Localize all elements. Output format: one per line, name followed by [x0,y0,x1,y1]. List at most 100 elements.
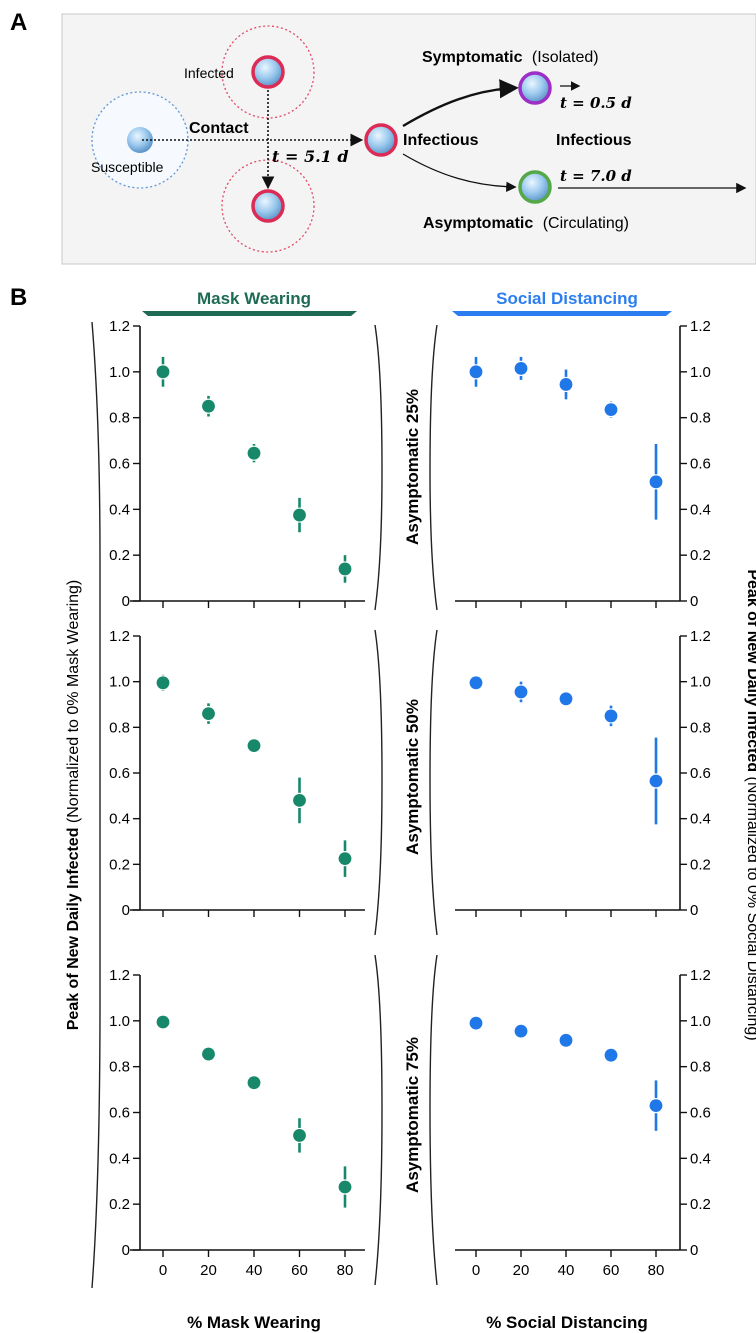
infectious-period-label: Infectious [556,132,632,149]
social-header-bar [452,311,672,316]
data-point [648,773,664,789]
row-label-50: Asymptomatic 50% [403,699,422,855]
data-point [337,851,353,867]
infected-ball-top [251,55,285,89]
data-point [603,708,619,724]
y-tick-label: 0.2 [690,856,711,873]
y-tick-label: 0.2 [109,547,130,564]
data-point [558,1032,574,1048]
y-tick-label: 0 [690,593,698,610]
y-tick-label: 1.0 [690,364,711,381]
symptomatic-arrow [402,79,519,128]
data-point [246,445,262,461]
data-point [468,364,484,380]
y-tick-label: 0.8 [690,1059,711,1076]
data-point [513,1023,529,1039]
row2-left-divider [374,629,383,936]
y-tick-label: 0.4 [109,1150,130,1167]
y-tick-label: 0.2 [109,1196,130,1213]
row-label-25: Asymptomatic 25% [403,389,422,545]
x-tick-label: 0 [472,1262,480,1279]
y-tick-label: 0 [690,1242,698,1259]
right-x-axis-title: % Social Distancing [486,1313,648,1332]
y-tick-label: 0.8 [690,410,711,427]
right-y-axis-title: Peak of New Daily Infected (Normalized t… [744,569,756,1040]
data-point [155,1014,171,1030]
y-tick-label: 1.0 [690,1013,711,1030]
row-label-75: Asymptomatic 75% [403,1037,422,1193]
contact-label: Contact [189,120,249,137]
right-y-axis-title-rest: (Normalized to 0% Social Distancing) [744,772,756,1041]
data-point [291,1127,308,1144]
infectious-ball [364,123,398,157]
data-point [200,398,217,414]
infectious-label: Infectious [403,132,479,149]
left-x-axis-title: % Mask Wearing [187,1313,321,1332]
symptomatic-time-label: t = 0.5 d [560,94,632,112]
data-point [603,1047,619,1063]
asymptomatic-arrow [402,153,517,192]
x-tick-label: 80 [648,1262,665,1279]
right-y-axis-title-bold: Peak of New Daily Infected [744,569,756,772]
x-tick-label: 80 [337,1262,354,1279]
data-point [468,675,484,691]
symptomatic-label: Symptomatic [422,49,523,66]
data-point [200,706,217,722]
y-tick-label: 0.6 [690,765,711,782]
y-tick-label: 1.2 [690,967,711,984]
panel-b: B Mask Wearing Social Distancing Asympto… [10,284,756,1332]
y-tick-label: 1.2 [109,628,130,645]
x-tick-label: 60 [291,1262,308,1279]
y-tick-label: 0.6 [109,1105,130,1122]
infected-ball-bottom [251,189,285,223]
row2-right-divider [429,629,438,936]
x-tick-label: 60 [603,1262,620,1279]
y-tick-label: 0 [122,593,130,610]
y-tick-label: 0.2 [109,856,130,873]
y-tick-label: 1.2 [690,628,711,645]
y-tick-label: 0 [690,902,698,919]
y-tick-label: 0.4 [690,501,711,518]
x-tick-label: 40 [558,1262,575,1279]
plots-layer: 0 0.2 0.4 0.6 0.8 1.0 1.2 0 0.2 0.4 0.6 0.8 1.0 1.2 0 0… [109,318,711,1279]
symptomatic-row: Symptomatic (Isolated) [422,49,599,66]
data-point [155,675,171,691]
y-tick-label: 1.2 [109,318,130,335]
data-point [603,402,619,418]
data-point [648,1098,664,1114]
data-point [155,364,171,380]
mask-header-bar [142,311,357,316]
y-tick-label: 0.4 [109,501,130,518]
y-tick-label: 0.8 [109,1059,130,1076]
data-point [558,376,574,393]
x-tick-label: 20 [513,1262,530,1279]
asymptomatic-label: Asymptomatic [423,215,533,232]
row3-right-divider [429,954,438,1286]
panel-a: A Infected Contact Susceptible t = 5.1 d… [10,9,756,265]
y-tick-label: 0.6 [690,456,711,473]
data-point [468,1015,484,1031]
y-tick-label: 1.0 [109,364,130,381]
y-tick-label: 0.4 [109,811,130,828]
y-tick-label: 1.2 [690,318,711,335]
y-tick-label: 0.2 [690,1196,711,1213]
y-tick-label: 0.8 [109,410,130,427]
y-tick-label: 1.0 [690,674,711,691]
data-point [337,561,353,577]
symptomatic-note: (Isolated) [532,49,599,66]
left-bracket [91,321,101,1289]
asymptomatic-note: (Circulating) [543,215,629,232]
asymptomatic-row: Asymptomatic (Circulating) [423,215,629,232]
susceptible-label: Susceptible [91,159,164,175]
data-point [291,792,308,809]
data-point [513,360,529,376]
x-tick-label: 20 [200,1262,217,1279]
social-header: Social Distancing [496,289,638,308]
y-tick-label: 0.6 [109,765,130,782]
y-tick-label: 0.4 [690,811,711,828]
susceptible-ball [127,127,153,153]
y-tick-label: 0 [122,902,130,919]
y-tick-label: 0.8 [690,719,711,736]
data-point [200,1046,217,1062]
